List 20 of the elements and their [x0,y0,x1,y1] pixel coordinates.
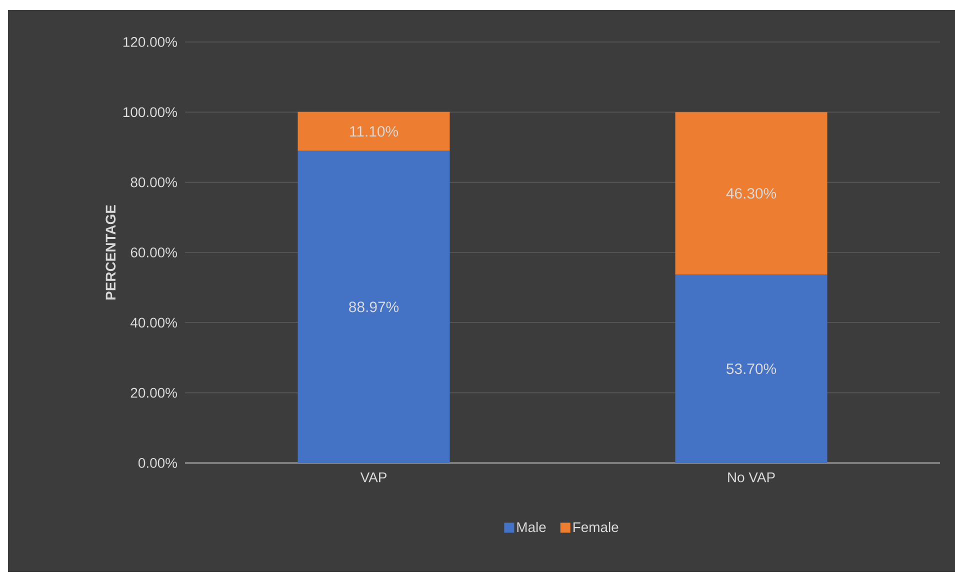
y-tick-label: 120.00% [123,37,177,47]
data-label: 88.97% [349,302,399,312]
y-tick-label: 0.00% [138,458,177,468]
data-label: 46.30% [726,188,776,199]
data-label: 11.10% [350,126,398,137]
y-tick-label: 80.00% [130,177,177,188]
y-axis-title: PERCENTAGE [106,205,116,300]
y-tick-label: 60.00% [130,248,177,258]
bar [675,112,828,275]
bar [298,150,450,463]
x-tick-label: VAP [360,472,386,482]
data-label: 53.70% [726,363,776,374]
x-tick-label: No VAP [728,472,775,482]
y-tick-label: 20.00% [130,388,177,398]
bar [675,274,828,463]
legend-label: Male [517,522,546,532]
legend-label: Female [574,522,618,532]
y-tick-label: 40.00% [130,318,177,328]
y-tick-label: 100.00% [123,107,177,118]
bar [298,112,450,151]
